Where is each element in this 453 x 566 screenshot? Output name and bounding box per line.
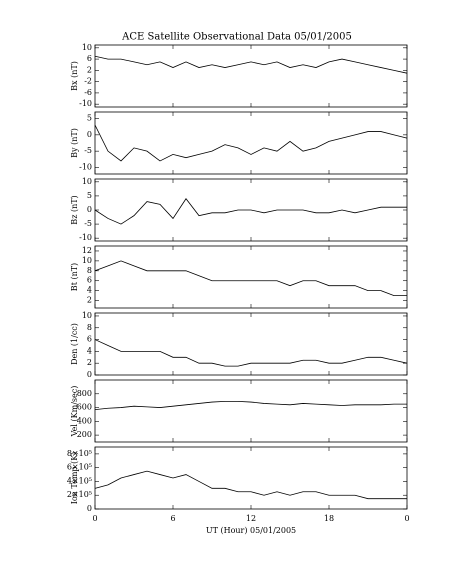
y-tick-label: 8 <box>87 266 92 275</box>
y-tick-label: 0 <box>87 130 92 139</box>
y-tick-label: 8×10⁵ <box>67 449 92 458</box>
panel-frame <box>94 446 408 510</box>
y-tick-label: -10 <box>79 99 92 108</box>
y-axis-label: Vel (Km/sec) <box>70 386 79 438</box>
x-tick-label: 12 <box>246 514 256 523</box>
data-line <box>94 124 408 162</box>
y-axis-label: Ion Temp (K) <box>70 452 79 505</box>
y-tick-label: 800 <box>77 389 92 398</box>
y-tick-label: 10 <box>82 256 92 265</box>
y-tick-label: 6×10⁵ <box>67 463 92 472</box>
y-axis-label: Bt (nT) <box>70 263 79 291</box>
panel-frame <box>94 44 408 108</box>
y-tick-label: 0 <box>87 370 92 379</box>
y-tick-label: 6 <box>87 54 92 63</box>
data-line <box>94 198 407 225</box>
y-tick-label: 12 <box>82 246 92 255</box>
y-tick-label: 400 <box>77 416 92 425</box>
panel-frame <box>94 245 408 309</box>
data-line <box>94 339 408 367</box>
y-tick-label: -5 <box>84 146 92 155</box>
y-tick-label: 6 <box>87 276 92 285</box>
y-tick-label: -10 <box>79 233 92 242</box>
y-tick-label: 2 <box>87 358 92 367</box>
chart-title: ACE Satellite Observational Data 05/01/2… <box>121 32 352 43</box>
y-tick-label: 6 <box>87 335 92 344</box>
data-line <box>94 400 407 411</box>
y-tick-label: 0 <box>87 504 92 513</box>
y-tick-label: -10 <box>79 162 92 171</box>
panel-frame <box>94 379 408 443</box>
y-tick-label: 2 <box>87 65 92 74</box>
y-tick-label: -6 <box>84 88 92 97</box>
y-tick-label: 5 <box>87 191 92 200</box>
data-line <box>94 260 407 296</box>
panel-frame <box>94 111 408 175</box>
y-tick-label: 2 <box>87 296 92 305</box>
y-tick-label: 600 <box>77 403 92 412</box>
x-tick-label: 6 <box>170 514 175 523</box>
y-tick-label: 10 <box>82 43 92 52</box>
y-tick-label: 4 <box>87 286 92 295</box>
y-tick-label: 0 <box>87 205 92 214</box>
y-tick-label: 2×10⁵ <box>67 490 92 499</box>
data-line <box>94 470 407 500</box>
y-axis-label: Bx (nT) <box>70 61 79 91</box>
y-axis-label: By (nT) <box>70 128 79 158</box>
y-tick-label: 10 <box>82 311 92 320</box>
y-axis-label: Bz (nT) <box>70 195 79 224</box>
y-tick-label: -2 <box>84 77 92 86</box>
y-tick-label: -5 <box>84 219 92 228</box>
y-axis-label: Den (1/cc) <box>70 323 79 365</box>
x-axis-label: UT (Hour) 05/01/2005 <box>206 526 296 535</box>
panel-frame <box>94 312 408 376</box>
y-tick-label: 8 <box>87 323 92 332</box>
x-tick-label: 0 <box>92 514 97 523</box>
y-tick-label: 4 <box>87 346 92 355</box>
x-tick-label: 18 <box>324 514 334 523</box>
y-tick-label: 5 <box>87 114 92 123</box>
x-tick-label: 0 <box>404 514 409 523</box>
y-tick-label: 4×10⁵ <box>67 476 92 485</box>
y-tick-label: 10 <box>82 177 92 186</box>
data-line <box>94 55 408 74</box>
y-tick-label: 200 <box>77 430 92 439</box>
